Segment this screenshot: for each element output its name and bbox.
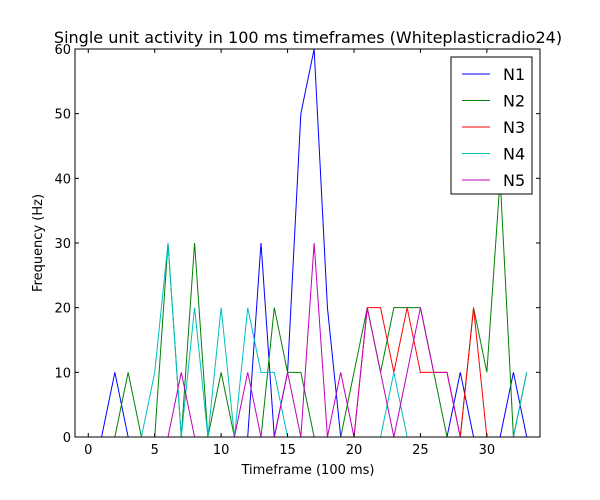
x-tick-label: 20	[346, 443, 363, 458]
legend-box	[450, 56, 533, 195]
y-tick-label: 60	[54, 43, 71, 58]
y-tick-label: 20	[54, 302, 71, 317]
legend-label-n1: N1	[503, 65, 525, 84]
y-tick-label: 40	[54, 172, 71, 187]
legend: N1 N2 N3 N4 N5	[450, 56, 533, 195]
x-tick-label: 10	[213, 443, 230, 458]
y-tick-label: 30	[54, 237, 71, 252]
y-tick-label: 10	[54, 366, 71, 381]
y-axis: 0 10 20 30 40 50 60	[54, 43, 540, 446]
x-tick-label: 15	[279, 443, 296, 458]
chart-title: Single unit activity in 100 ms timeframe…	[54, 28, 562, 47]
x-axis: 0 5 10 15 20 25 30	[84, 49, 495, 458]
legend-label-n3: N3	[503, 118, 525, 137]
x-tick-label: 30	[479, 443, 496, 458]
y-tick-label: 50	[54, 108, 71, 123]
legend-label-n5: N5	[503, 171, 525, 190]
legend-label-n2: N2	[503, 92, 525, 111]
x-tick-label: 5	[151, 443, 159, 458]
legend-label-n4: N4	[503, 145, 525, 164]
x-tick-label: 25	[412, 443, 429, 458]
x-axis-label: Timeframe (100 ms)	[240, 463, 374, 478]
y-axis-label: Frequency (Hz)	[31, 194, 46, 292]
x-tick-label: 0	[84, 443, 92, 458]
y-tick-label: 0	[63, 431, 71, 446]
